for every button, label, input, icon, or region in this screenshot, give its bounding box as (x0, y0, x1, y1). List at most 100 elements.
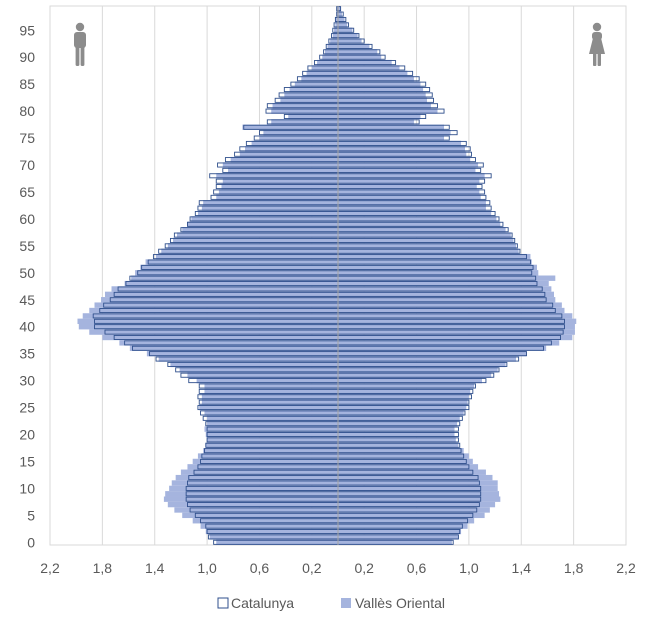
bar-valles-oriental-female (338, 194, 481, 201)
bar-valles-oriental-female (338, 383, 475, 389)
bar-valles-oriental-female (338, 173, 485, 179)
bar-valles-oriental-male (327, 43, 338, 50)
bar-valles-oriental-male (201, 394, 338, 400)
legend-swatch-catalunya (217, 597, 229, 609)
y-tick-label: 40 (19, 319, 35, 335)
bar-valles-oriental-male (158, 356, 338, 362)
bar-valles-oriental-male (209, 534, 338, 540)
female-person-icon (589, 22, 605, 66)
bar-valles-oriental-female (338, 43, 370, 50)
bar-valles-oriental-male (207, 421, 338, 427)
y-tick-label: 90 (19, 49, 35, 65)
bar-valles-oriental-male (230, 156, 338, 163)
bar-valles-oriental-male (222, 178, 338, 184)
bar-valles-oriental-female (338, 345, 547, 351)
y-tick-label: 10 (19, 480, 35, 496)
bar-valles-oriental-female (338, 162, 479, 168)
bar-valles-oriental-male (335, 22, 338, 28)
bar-valles-oriental-male (218, 189, 338, 195)
bar-valles-oriental-female (338, 280, 549, 287)
bar-valles-oriental-female (338, 135, 445, 141)
bar-valles-oriental-male (205, 431, 338, 438)
bar-valles-oriental-female (338, 264, 537, 271)
bar-valles-oriental-female (338, 367, 498, 373)
bar-valles-oriental-male (156, 253, 338, 260)
bar-valles-oriental-male (176, 232, 338, 238)
bar-valles-oriental-male (163, 496, 338, 502)
bar-valles-oriental-female (338, 496, 501, 502)
bar-valles-oriental-female (338, 22, 348, 28)
y-tick-label: 45 (19, 292, 35, 308)
bar-valles-oriental-female (338, 421, 458, 427)
y-tick-label: 75 (19, 130, 35, 146)
bar-valles-oriental-male (170, 361, 338, 368)
bar-valles-oriental-female (338, 65, 400, 71)
bar-valles-oriental-male (335, 16, 338, 23)
bar-valles-oriental-male (221, 183, 338, 190)
bar-valles-oriental-male (78, 324, 339, 330)
x-tick-label: 0,6 (407, 560, 427, 576)
bar-valles-oriental-female (338, 302, 562, 308)
bar-valles-oriental-female (338, 350, 527, 357)
bar-valles-oriental-male (201, 205, 338, 211)
bar-valles-oriental-female (338, 49, 378, 55)
bar-valles-oriental-male (89, 329, 338, 335)
x-axis-tick-labels: 2,2 1,8 1,4 1,0 0,6 0,2 0,2 0,6 1,0 1,4 1,8 2,2 (40, 560, 636, 576)
bar-valles-oriental-female (338, 464, 479, 470)
bar-valles-oriental-male (204, 383, 338, 389)
bar-valles-oriental-male (101, 297, 339, 303)
bar-valles-oriental-male (294, 81, 338, 87)
y-tick-label: 35 (19, 346, 35, 362)
bar-valles-oriental-female (338, 318, 577, 325)
bar-valles-oriental-female (338, 221, 501, 227)
bar-valles-oriental-male (119, 340, 338, 346)
y-tick-label: 80 (19, 103, 35, 119)
bar-valles-oriental-female (338, 151, 467, 157)
bar-valles-oriental-female (338, 243, 517, 249)
y-tick-label: 25 (19, 400, 35, 416)
bar-valles-oriental-male (175, 474, 338, 481)
y-tick-label: 50 (19, 265, 35, 281)
bar-valles-oriental-female (338, 485, 498, 492)
bar-valles-oriental-female (338, 286, 552, 292)
x-tick-label: 0,2 (354, 560, 374, 576)
bar-valles-oriental-female (338, 507, 490, 513)
x-tick-label: 1,4 (145, 560, 165, 576)
x-tick-label: 0,2 (302, 560, 322, 576)
bar-valles-oriental-male (222, 162, 338, 168)
x-tick-label: 1,0 (197, 560, 217, 576)
bar-valles-oriental-male (187, 221, 338, 227)
bar-valles-oriental-female (338, 447, 464, 454)
bar-valles-oriental-male (173, 237, 338, 244)
x-tick-label: 2,2 (616, 560, 636, 576)
y-tick-label: 0 (27, 534, 35, 550)
bar-valles-oriental-female (338, 275, 556, 281)
bar-valles-oriental-female (338, 539, 452, 545)
bar-valles-oriental-male (207, 437, 338, 443)
bar-valles-oriental-male (288, 113, 338, 120)
bar-valles-oriental-male (203, 200, 338, 206)
bar-valles-oriental-male (199, 404, 338, 411)
bar-valles-oriental-male (332, 32, 338, 39)
bar-valles-oriental-female (338, 518, 475, 524)
bar-valles-oriental-female (338, 38, 362, 44)
y-tick-label: 55 (19, 238, 35, 254)
bar-valles-oriental-female (338, 92, 426, 98)
y-axis-tick-labels: 0 5 10 15 20 25 30 35 40 45 50 55 60 65 70 75 80 85 90 95 (19, 22, 35, 550)
legend-label-catalunya: Catalunya (231, 595, 294, 611)
bar-valles-oriental-male (207, 415, 338, 422)
bar-valles-oriental-male (140, 264, 338, 271)
bar-valles-oriental-male (239, 151, 338, 157)
bar-valles-oriental-female (338, 404, 467, 411)
bar-valles-oriental-male (89, 307, 338, 314)
bar-valles-oriental-male (196, 377, 338, 384)
bar-valles-oriental-female (338, 372, 492, 378)
bar-valles-oriental-female (338, 6, 341, 12)
bar-valles-oriental-female (338, 70, 408, 77)
bar-valles-oriental-female (338, 512, 485, 519)
bar-valles-oriental-male (174, 507, 338, 513)
bar-valles-oriental-male (301, 76, 338, 82)
bar-valles-oriental-male (180, 469, 338, 475)
